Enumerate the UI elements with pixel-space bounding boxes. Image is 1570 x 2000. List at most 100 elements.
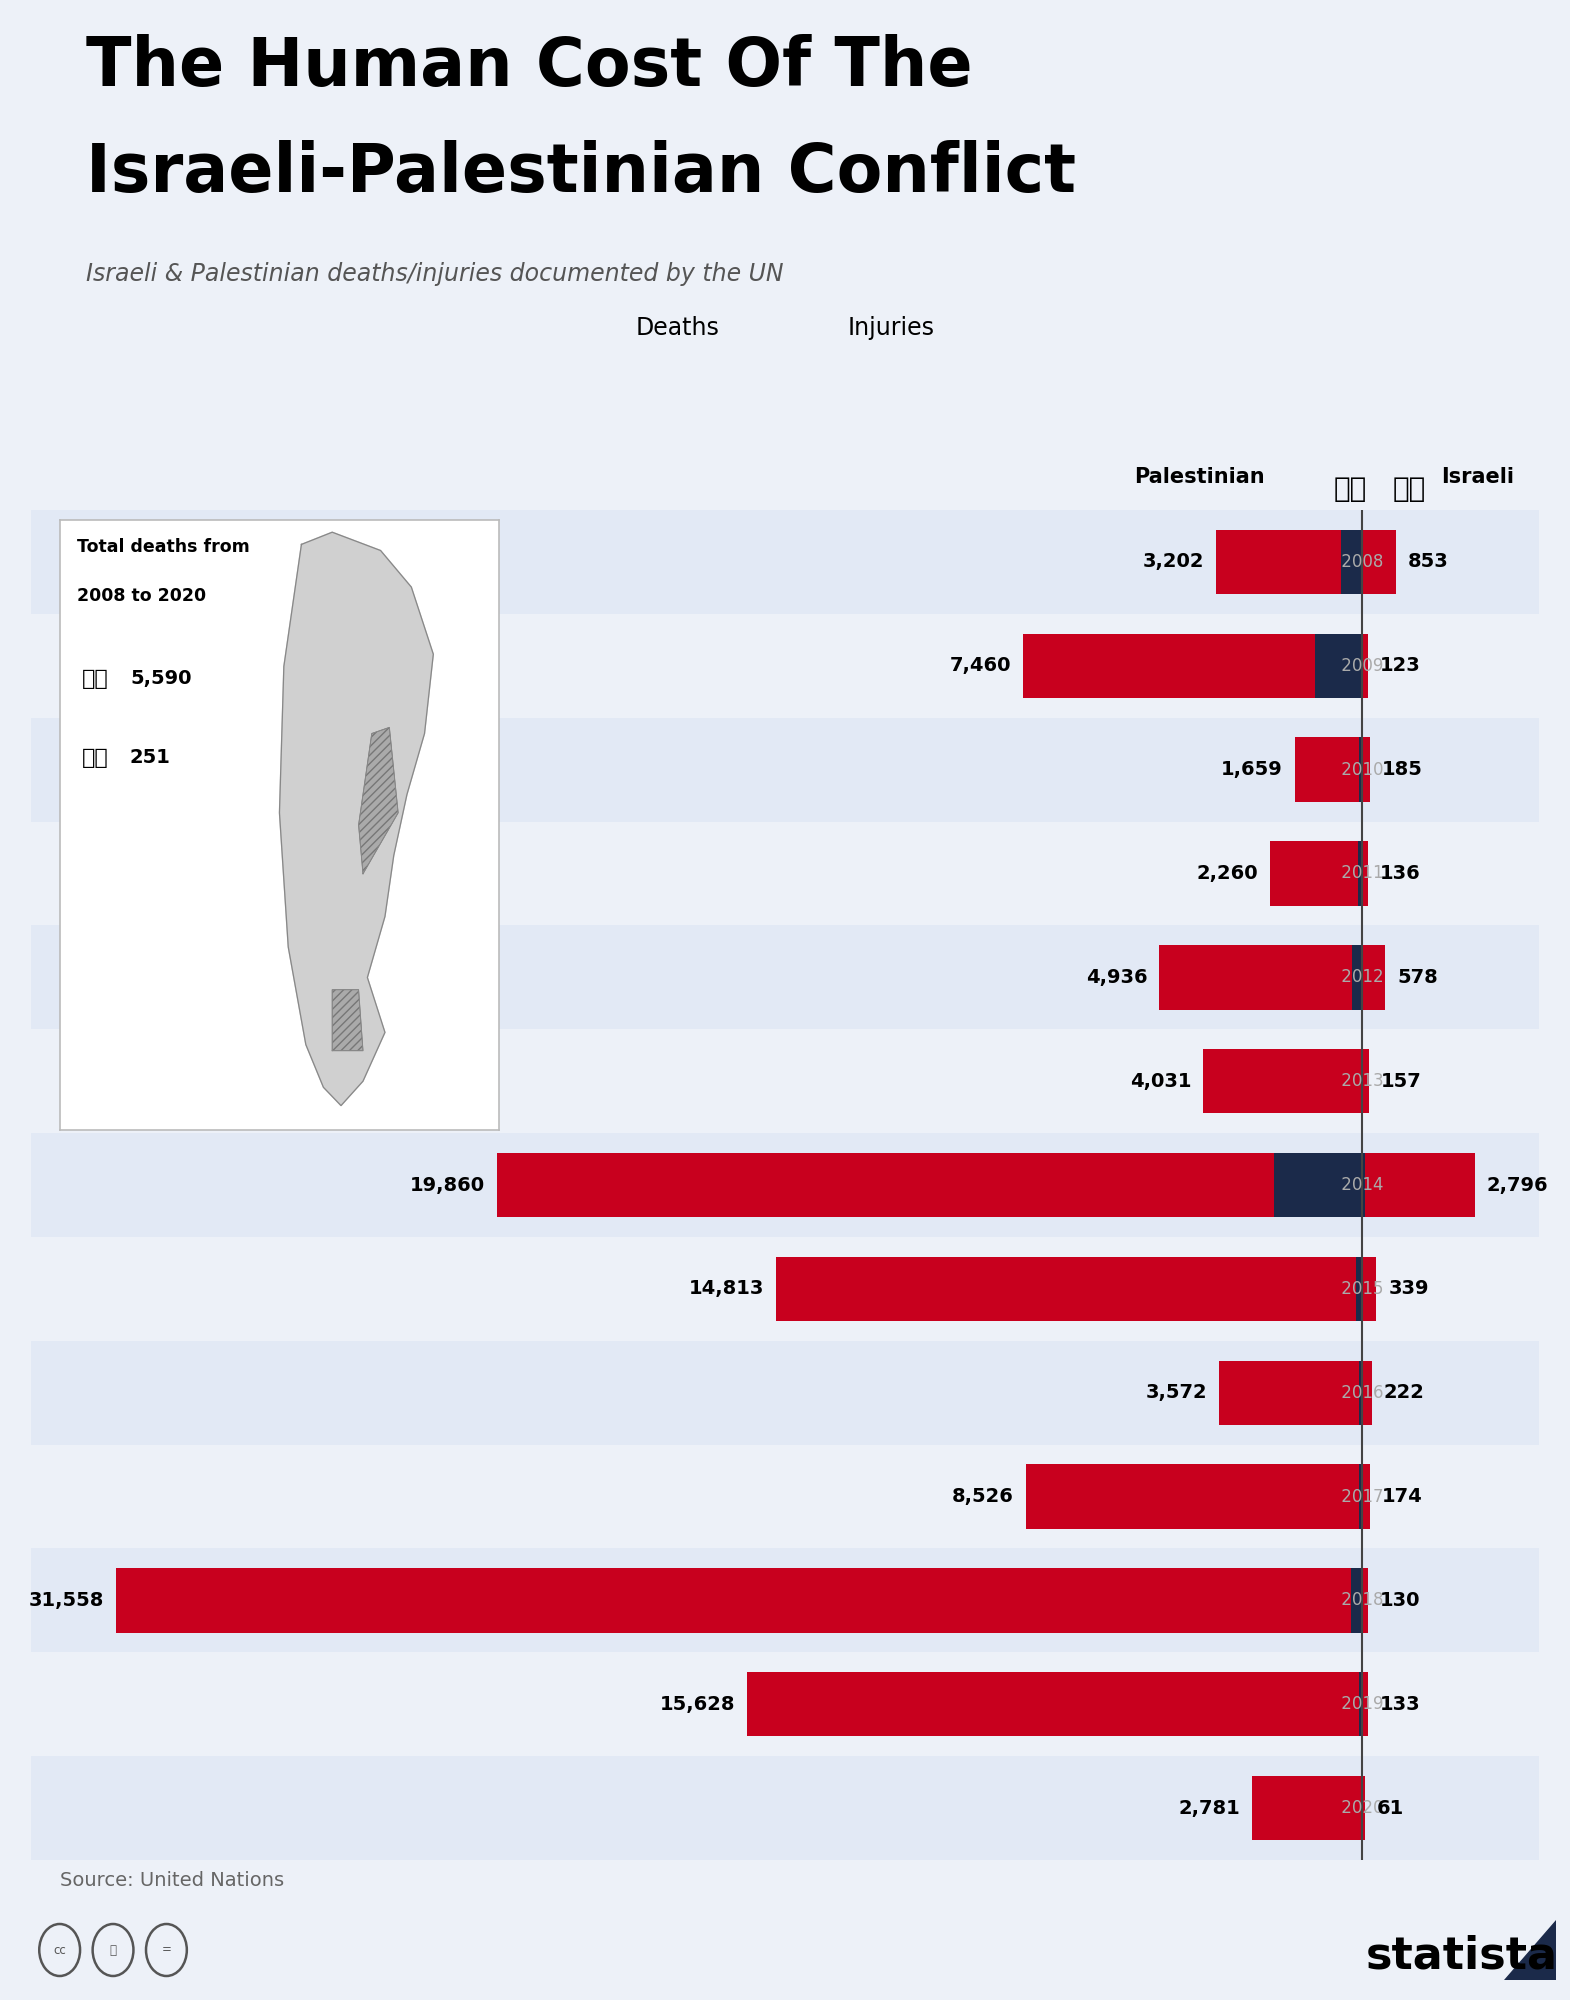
Text: 14,813: 14,813 <box>689 1280 765 1298</box>
Text: 2015: 2015 <box>1336 1280 1389 1298</box>
Text: 339: 339 <box>1388 1280 1429 1298</box>
Text: cc: cc <box>53 1944 66 1956</box>
Bar <box>776 1256 1355 1322</box>
Bar <box>1363 1048 1369 1114</box>
Text: 19,860: 19,860 <box>410 1176 485 1194</box>
Bar <box>496 1152 1275 1218</box>
Text: Israeli-Palestinian Conflict: Israeli-Palestinian Conflict <box>86 140 1077 206</box>
Text: 15,628: 15,628 <box>659 1694 735 1714</box>
Text: =: = <box>162 1944 171 1956</box>
Text: 2011: 2011 <box>1336 864 1389 882</box>
Bar <box>1363 738 1371 802</box>
Text: 61: 61 <box>1377 1798 1404 1818</box>
Bar <box>1275 1152 1363 1218</box>
Text: statista: statista <box>1366 1934 1557 1978</box>
Text: 185: 185 <box>1382 760 1422 780</box>
Text: 3,572: 3,572 <box>1146 1384 1207 1402</box>
Polygon shape <box>279 532 433 1106</box>
Text: 2016: 2016 <box>1336 1384 1389 1402</box>
Text: 578: 578 <box>1397 968 1438 986</box>
Bar <box>1363 1568 1367 1632</box>
Text: 2008: 2008 <box>1336 552 1389 570</box>
Text: 2009: 2009 <box>1336 656 1389 674</box>
Bar <box>1363 1776 1364 1840</box>
Text: 2014: 2014 <box>1336 1176 1389 1194</box>
Text: Injuries: Injuries <box>848 316 934 340</box>
Bar <box>31 1652 1539 1756</box>
Bar <box>1355 1256 1363 1322</box>
Text: Israeli & Palestinian deaths/injuries documented by the UN: Israeli & Palestinian deaths/injuries do… <box>86 262 783 286</box>
Bar <box>1218 1360 1360 1424</box>
Text: 174: 174 <box>1382 1488 1422 1506</box>
Bar <box>1215 530 1341 594</box>
Text: 222: 222 <box>1383 1384 1424 1402</box>
Bar <box>1363 1672 1367 1736</box>
Bar <box>31 926 1539 1030</box>
Text: 2020: 2020 <box>1336 1800 1389 1818</box>
Text: 2018: 2018 <box>1336 1592 1389 1610</box>
Bar <box>1203 1048 1361 1114</box>
Bar <box>31 510 1539 614</box>
Text: 🇮🇱: 🇮🇱 <box>82 748 108 768</box>
Bar <box>31 1340 1539 1444</box>
Text: 2013: 2013 <box>1336 1072 1389 1090</box>
Text: 8,526: 8,526 <box>951 1488 1014 1506</box>
Text: 123: 123 <box>1380 656 1421 676</box>
Bar <box>31 822 1539 926</box>
Bar <box>747 1672 1360 1736</box>
Bar <box>1363 634 1367 698</box>
Polygon shape <box>1504 1920 1556 1980</box>
Bar <box>1363 946 1385 1010</box>
Text: 5,590: 5,590 <box>130 670 192 688</box>
Text: 2012: 2012 <box>1336 968 1389 986</box>
Bar <box>116 1568 1352 1632</box>
Text: 2,781: 2,781 <box>1179 1798 1240 1818</box>
Text: 3,202: 3,202 <box>1143 552 1204 572</box>
Bar <box>1366 1152 1474 1218</box>
Bar <box>1363 530 1396 594</box>
Bar <box>1025 1464 1360 1528</box>
Polygon shape <box>358 728 399 874</box>
Bar <box>1363 1464 1371 1528</box>
Bar <box>1341 530 1363 594</box>
Text: 2019: 2019 <box>1336 1696 1389 1714</box>
Text: The Human Cost Of The: The Human Cost Of The <box>86 34 973 100</box>
Text: Palestinian: Palestinian <box>1134 468 1264 488</box>
Bar <box>1360 738 1363 802</box>
Bar <box>31 1444 1539 1548</box>
Text: 2,260: 2,260 <box>1196 864 1258 882</box>
Text: 31,558: 31,558 <box>28 1590 104 1610</box>
Bar <box>1295 738 1360 802</box>
Bar <box>31 718 1539 822</box>
Bar <box>1024 634 1316 698</box>
Text: Total deaths from: Total deaths from <box>77 538 250 556</box>
Bar <box>1363 842 1367 906</box>
Bar <box>1352 946 1363 1010</box>
Bar <box>31 1134 1539 1236</box>
Text: 2010: 2010 <box>1336 760 1389 778</box>
Text: 251: 251 <box>130 748 171 768</box>
Bar <box>1253 1776 1361 1840</box>
Bar <box>1360 1464 1363 1528</box>
Bar <box>31 1030 1539 1134</box>
Text: 4,936: 4,936 <box>1085 968 1148 986</box>
Polygon shape <box>333 990 363 1050</box>
Text: 🇵🇸: 🇵🇸 <box>82 668 108 688</box>
Bar <box>31 1548 1539 1652</box>
Text: Source: United Nations: Source: United Nations <box>60 1872 284 1890</box>
Bar <box>1360 1672 1363 1736</box>
Bar <box>1358 842 1363 906</box>
Text: 1,659: 1,659 <box>1221 760 1283 780</box>
Bar <box>1363 1256 1377 1322</box>
Text: 🇮🇱: 🇮🇱 <box>1393 474 1426 502</box>
Text: Deaths: Deaths <box>636 316 719 340</box>
Text: Israeli: Israeli <box>1441 468 1513 488</box>
Text: 🇵🇸: 🇵🇸 <box>1334 474 1367 502</box>
Bar <box>31 614 1539 718</box>
Bar <box>1363 1152 1366 1218</box>
Text: 2008 to 2020: 2008 to 2020 <box>77 588 206 606</box>
Text: 7,460: 7,460 <box>950 656 1011 676</box>
Text: 2017: 2017 <box>1336 1488 1389 1506</box>
Bar <box>1316 634 1363 698</box>
Bar <box>1270 842 1358 906</box>
